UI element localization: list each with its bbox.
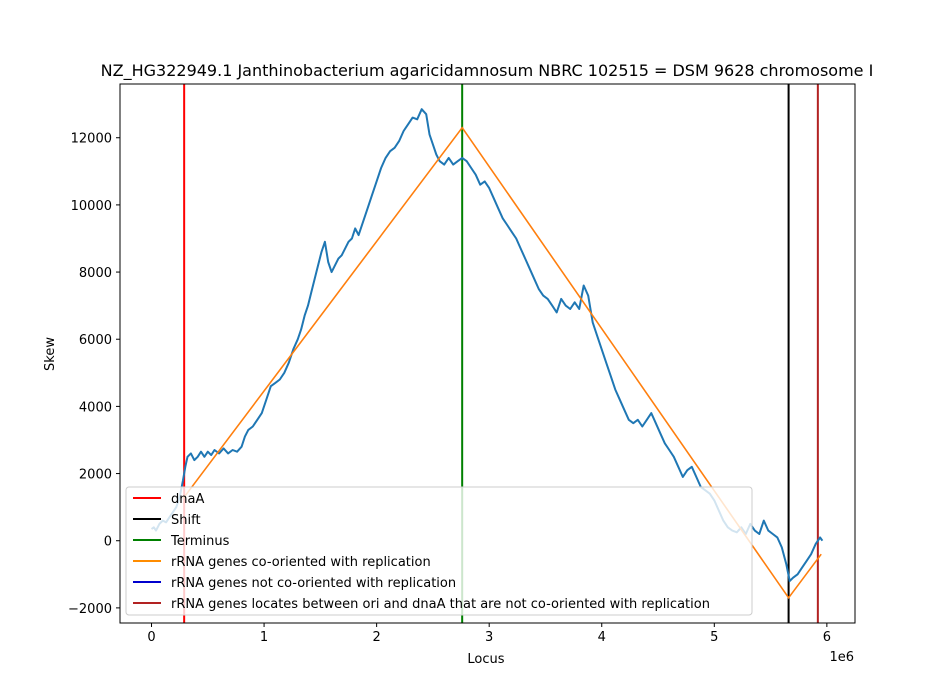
x-axis-offset-label: 1e6	[829, 650, 854, 665]
y-tick-label: 2000	[79, 468, 112, 483]
chart-title: NZ_HG322949.1 Janthinobacterium agaricid…	[101, 61, 874, 81]
x-tick-label: 2	[372, 630, 380, 645]
legend-label: Shift	[171, 513, 201, 528]
y-tick-label: 8000	[79, 266, 112, 281]
x-tick-label: 1	[260, 630, 268, 645]
x-tick-label: 0	[147, 630, 155, 645]
legend-label: rRNA genes not co-oriented with replicat…	[171, 576, 456, 591]
y-tick-label: 6000	[79, 333, 112, 348]
legend-label: Terminus	[170, 534, 230, 549]
x-tick-label: 5	[710, 630, 718, 645]
y-tick-label: −2000	[68, 602, 112, 617]
y-tick-label: 4000	[79, 400, 112, 415]
x-axis-title: Locus	[467, 652, 504, 667]
plot-frame	[119, 83, 856, 624]
x-tick-label: 3	[485, 630, 493, 645]
x-tick-label: 6	[823, 630, 831, 645]
legend-box	[125, 486, 753, 616]
y-tick-label: 12000	[71, 132, 112, 147]
legend: dnaA Shift Terminus rRNA genes co-oriented …	[125, 486, 753, 616]
y-tick-label: 0	[104, 535, 112, 550]
fit-line	[182, 126, 822, 600]
legend-label: rRNA genes co-oriented with replication	[171, 555, 431, 570]
x-tick-label: 4	[598, 630, 606, 645]
axes-layer: 0 1 2 3 4 5 6 −2000 0 2000 4000 6000 8000 10000 12000	[68, 83, 856, 645]
legend-label: rRNA genes locates between ori and dnaA …	[171, 597, 710, 612]
y-axis-title: Skew	[43, 337, 58, 371]
y-tick-label: 10000	[71, 199, 112, 214]
legend-label: dnaA	[171, 492, 204, 507]
